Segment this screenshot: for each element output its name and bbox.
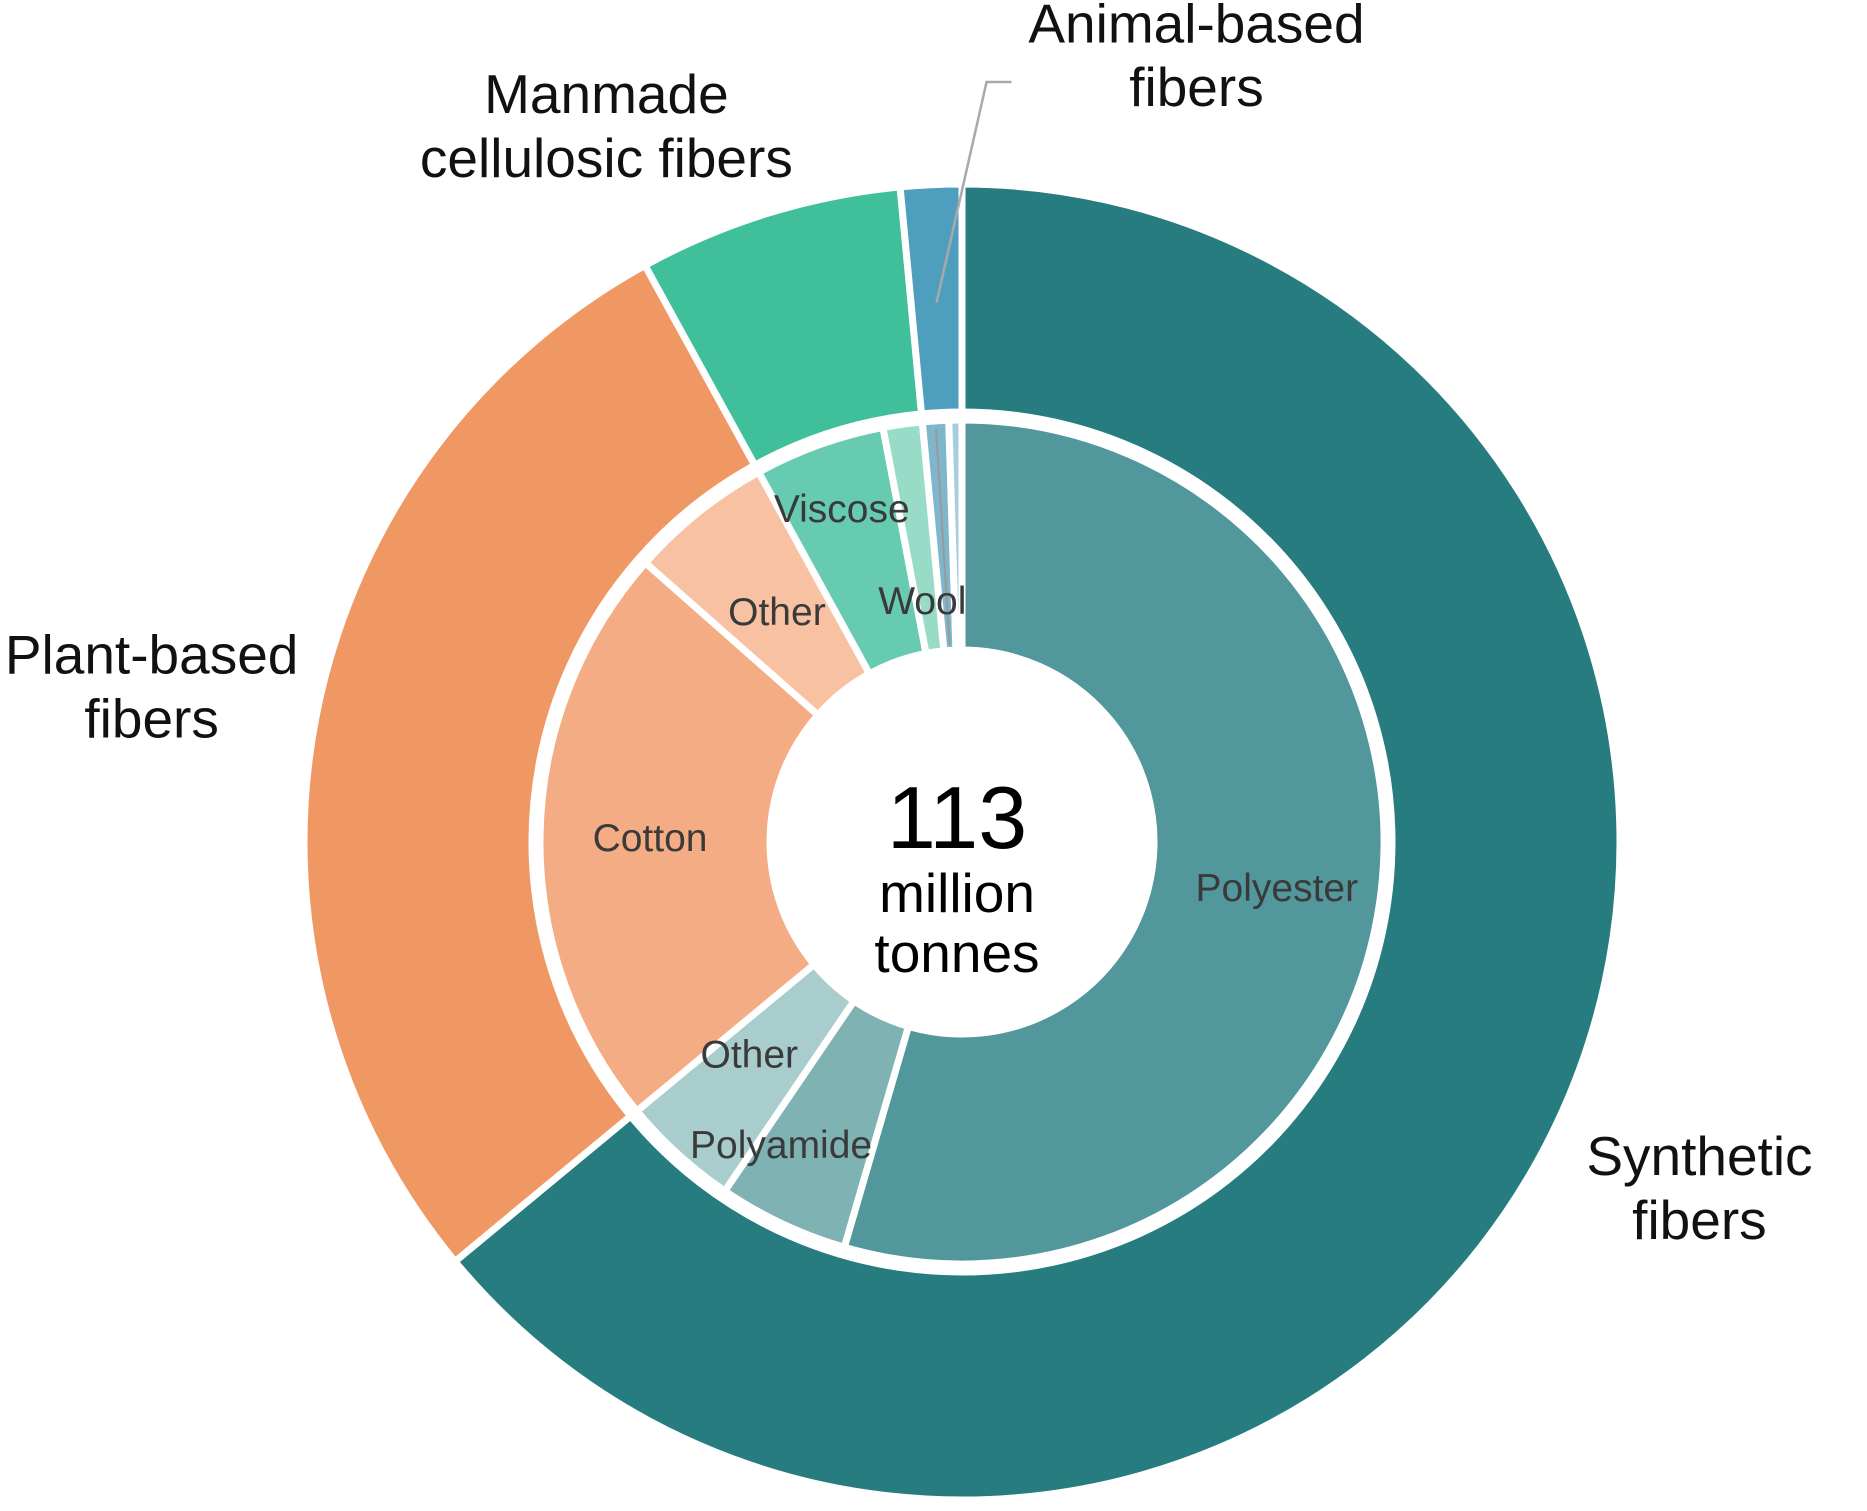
- outer-label-animal-based-fibers-line1: Animal-based: [1028, 0, 1364, 54]
- inner-label-cotton: Cotton: [593, 817, 708, 860]
- outer-label-synthetic-fibers-line2: fibers: [1632, 1189, 1767, 1251]
- outer-label-synthetic-fibers-line1: Synthetic: [1586, 1125, 1812, 1187]
- center-value: 113: [887, 768, 1027, 867]
- inner-slice-polyester: [839, 416, 1388, 1268]
- inner-label-viscose: Viscose: [774, 488, 910, 531]
- outer-label-plant-based-fibers-line2: fibers: [84, 687, 219, 749]
- outer-slice-synthetic-fibers: [450, 180, 1624, 1504]
- leader-lines: [935, 80, 1012, 645]
- inner-ring: [536, 416, 1388, 1268]
- animal-based-leader-line: [935, 80, 1012, 303]
- inner-label-wool: Wool: [878, 580, 966, 623]
- inner-label-other-plant-based: Other: [728, 591, 826, 634]
- center-unit-line1: million: [879, 862, 1035, 924]
- wool-leader-line: [935, 428, 951, 645]
- outer-slice-plant-based-fibers: [300, 260, 760, 1267]
- outer-label-manmade-cellulosic-fibers-line1: Manmade: [484, 63, 729, 125]
- outer-label-animal-based-fibers-line2: fibers: [1129, 56, 1264, 118]
- labels: SyntheticfibersPlant-basedfibersManmadec…: [5, 0, 1813, 1251]
- outer-slice-animal-based-fibers: [896, 180, 966, 418]
- inner-slice-other-animal-based: [945, 416, 966, 654]
- center-total: 113 million tonnes: [874, 768, 1039, 984]
- center-unit-line2: tonnes: [874, 922, 1039, 984]
- outer-label-manmade-cellulosic-fibers-line2: cellulosic fibers: [420, 127, 793, 189]
- inner-label-polyester: Polyester: [1196, 867, 1359, 910]
- inner-slice-cotton: [536, 557, 823, 1116]
- outer-label-plant-based-fibers-line1: Plant-based: [5, 623, 299, 685]
- inner-label-other-synthetic: Other: [700, 1034, 798, 1077]
- inner-label-polyamide: Polyamide: [690, 1124, 872, 1167]
- outer-ring: [300, 180, 1624, 1504]
